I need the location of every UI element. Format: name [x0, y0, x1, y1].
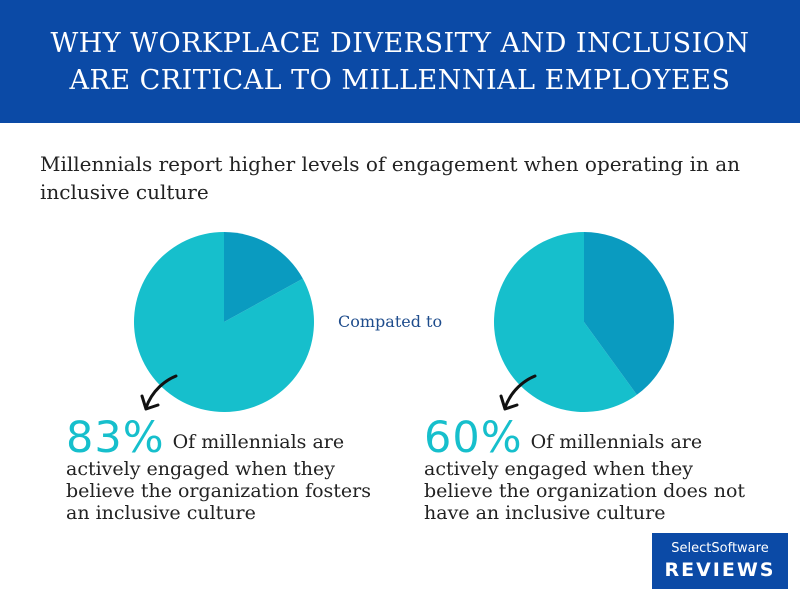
subtitle: Millennials report higher levels of enga…	[40, 152, 741, 204]
pie-slice-remainder	[224, 232, 303, 322]
header-banner: WHY WORKPLACE DIVERSITY AND INCLUSION AR…	[0, 0, 800, 123]
pie-chart-not-inclusive	[493, 232, 674, 412]
stat-caption: Of millennials are actively engaged when…	[66, 431, 372, 524]
curved-arrow-icon	[499, 374, 537, 411]
pie-slice-primary	[493, 232, 637, 412]
header-title-line-2: ARE CRITICAL TO MILLENNIAL EMPLOYEES	[69, 64, 731, 96]
pie-slice-primary	[133, 232, 314, 412]
compare-label: Compated to	[338, 312, 443, 331]
stat-block-not-inclusive: 60% Of millennials are actively engaged w…	[424, 417, 754, 525]
stat-percent: 60%	[424, 413, 523, 463]
stat-block-inclusive: 83% Of millennials are actively engaged w…	[66, 417, 396, 525]
brand-logo: SelectSoftware REVIEWS	[652, 533, 788, 589]
curved-arrow-icon	[140, 374, 178, 411]
stat-caption: Of millennials are actively engaged when…	[424, 431, 746, 524]
logo-text-bottom: REVIEWS	[664, 559, 776, 581]
stat-percent: 83%	[66, 413, 165, 463]
pie-chart-inclusive	[133, 232, 314, 412]
pie-slice-remainder	[584, 232, 674, 395]
logo-text-top: SelectSoftware	[671, 541, 769, 556]
header-title-line-1: WHY WORKPLACE DIVERSITY AND INCLUSION	[50, 27, 750, 59]
